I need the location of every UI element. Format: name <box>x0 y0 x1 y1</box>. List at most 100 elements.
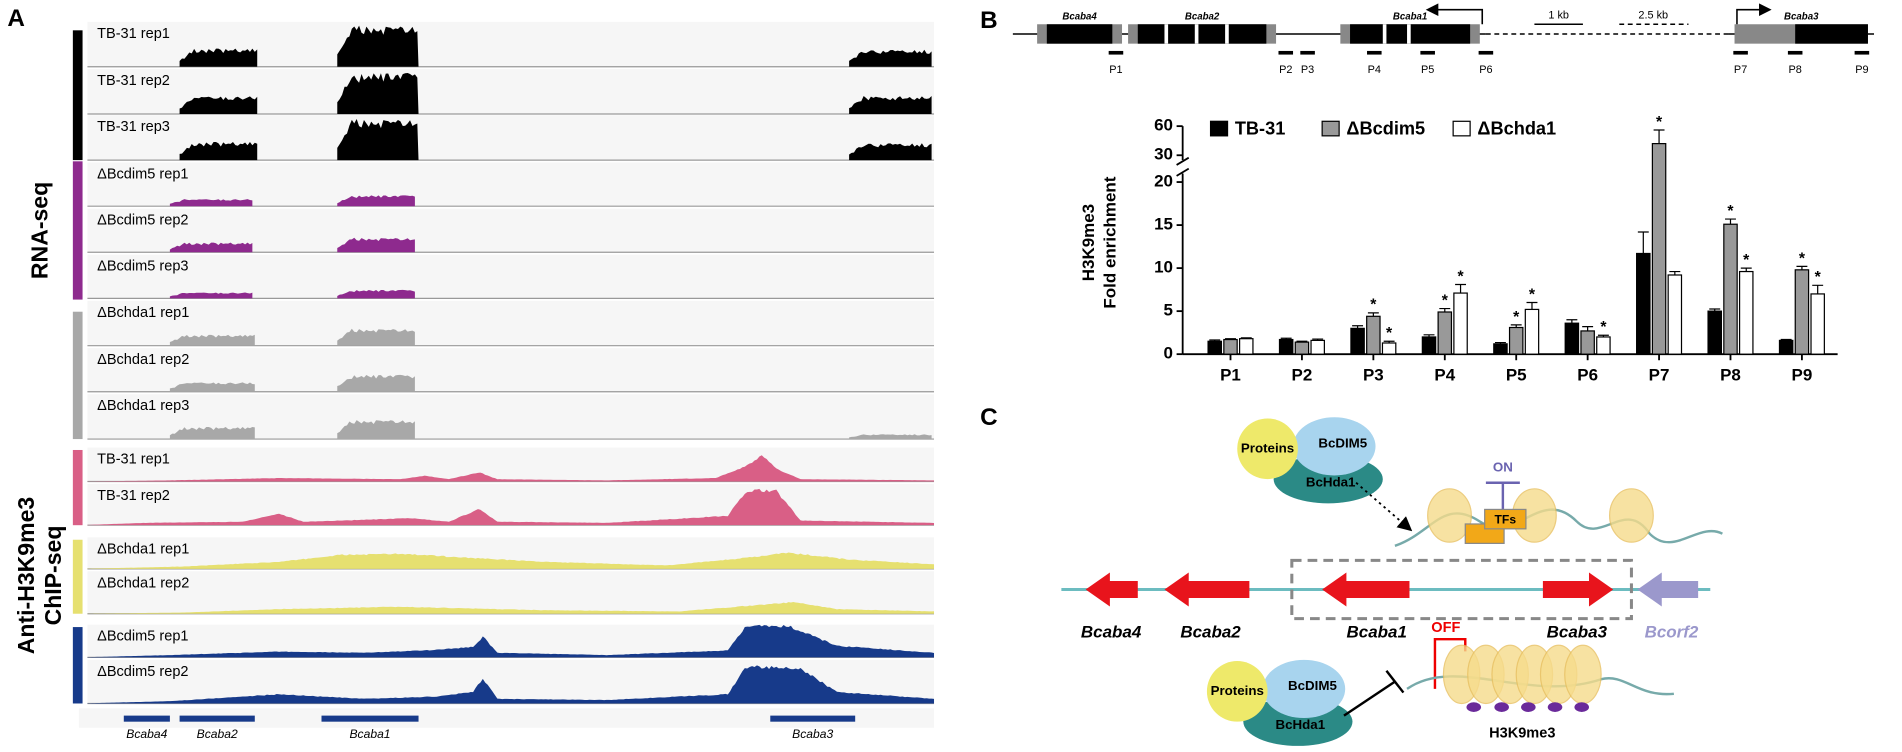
error-bar <box>1597 334 1609 337</box>
coverage <box>169 328 415 346</box>
bar <box>1294 341 1310 355</box>
gene-label: Bcaba4 <box>126 727 167 741</box>
significance: * <box>1457 268 1464 285</box>
primer <box>1278 50 1294 55</box>
error-bar <box>1209 339 1221 342</box>
protein-label: BcDIM5 <box>1288 678 1337 693</box>
gene-label: Bcaba3 <box>1547 623 1608 642</box>
y-axis-label: Fold enrichment <box>1101 176 1120 308</box>
y-tick-label: 10 <box>1154 258 1173 277</box>
primer-label: P3 <box>1301 64 1314 76</box>
coverage <box>179 73 932 115</box>
coverage <box>169 420 932 440</box>
gene-model <box>179 715 255 722</box>
y-tick-label: 15 <box>1154 215 1173 234</box>
error-bar <box>1367 312 1379 317</box>
legend-label: ΔBcdim5 <box>1346 119 1425 139</box>
x-tick-label: P5 <box>1506 365 1527 384</box>
x-tick-label: P2 <box>1292 365 1313 384</box>
error-bar <box>1796 265 1808 270</box>
gene-cds <box>1795 24 1868 44</box>
gene-model <box>770 715 856 722</box>
bar <box>1207 340 1223 355</box>
coverage <box>169 237 415 253</box>
significance: * <box>1386 325 1393 342</box>
protein-bcdim5 <box>1293 417 1376 476</box>
primer <box>1108 50 1124 55</box>
primer-label: P7 <box>1734 64 1747 76</box>
intron <box>1164 24 1169 44</box>
primer <box>1733 50 1748 55</box>
y-tick-label: 20 <box>1154 172 1173 191</box>
error-bar <box>1812 284 1824 294</box>
coverage <box>87 455 935 482</box>
error-bar <box>1566 319 1578 324</box>
bar <box>1493 343 1508 355</box>
track-label: ΔBchda1 rep3 <box>97 398 189 414</box>
bar <box>1508 326 1524 355</box>
primer <box>1367 50 1382 55</box>
track-label: ΔBchda1 rep2 <box>97 352 189 368</box>
group-bar <box>72 449 83 526</box>
methyl-mark <box>1521 702 1536 712</box>
bar <box>1810 293 1825 355</box>
error-bar <box>1423 334 1435 337</box>
group-bar <box>72 161 83 300</box>
error-bar <box>1280 337 1292 340</box>
significance: * <box>1656 114 1663 131</box>
protein-label: BcHda1 <box>1275 717 1325 732</box>
bar <box>1421 336 1437 355</box>
primer-label: P1 <box>1109 64 1122 76</box>
error-bar <box>1725 218 1736 225</box>
coverage <box>87 624 935 658</box>
track-label: TB-31 rep2 <box>97 488 170 504</box>
error-bar <box>1225 338 1236 340</box>
significance: * <box>1370 297 1377 314</box>
bar <box>1580 330 1595 355</box>
legend-swatch <box>1321 120 1340 137</box>
bar <box>1524 308 1540 355</box>
track-label: ΔBchda1 rep1 <box>97 541 189 557</box>
bar <box>1778 339 1794 355</box>
significance: * <box>1799 250 1806 267</box>
protein-label: BcDIM5 <box>1318 435 1367 450</box>
group-label: RNA-seq <box>26 182 52 279</box>
track-bg <box>87 447 935 482</box>
gene-label: Bcaba1 <box>1347 623 1407 642</box>
gene-arrow <box>1164 572 1250 607</box>
track-label: TB-31 rep1 <box>97 452 170 468</box>
bar <box>1437 311 1453 355</box>
intron <box>1407 24 1411 44</box>
protein-label: Proteins <box>1211 683 1264 698</box>
error-bar <box>1669 270 1681 275</box>
track-label: ΔBcdim5 rep2 <box>97 664 188 680</box>
legend-label: ΔBchda1 <box>1477 119 1556 139</box>
y-tick-label: 30 <box>1154 145 1173 164</box>
group-bar <box>72 539 83 614</box>
gene-arrow <box>1637 572 1699 607</box>
error-bar <box>1526 301 1538 310</box>
track-bg <box>87 162 935 207</box>
tf <box>1484 508 1527 530</box>
error-bar <box>1312 338 1324 341</box>
bar <box>1651 143 1667 355</box>
error-bar <box>1582 326 1594 331</box>
track-label: ΔBcdim5 rep1 <box>97 167 188 183</box>
nucleosome <box>1608 488 1654 543</box>
track-label: ΔBcdim5 rep3 <box>97 259 188 275</box>
gene-label: Bcaba4 <box>1081 623 1142 642</box>
x-tick-label: P3 <box>1363 365 1384 384</box>
gene-arrow <box>1542 572 1614 607</box>
group-bar <box>72 627 83 704</box>
repression <box>1343 669 1405 717</box>
tss-arrow <box>1425 3 1484 25</box>
coverage <box>169 374 415 392</box>
bar <box>1223 338 1238 355</box>
x-tick-label: P8 <box>1720 365 1741 384</box>
error-bar <box>1740 267 1752 272</box>
primer <box>1854 50 1870 55</box>
intron <box>1225 24 1229 44</box>
x-tick-label: P9 <box>1792 365 1813 384</box>
tss-arrow <box>1736 3 1772 25</box>
